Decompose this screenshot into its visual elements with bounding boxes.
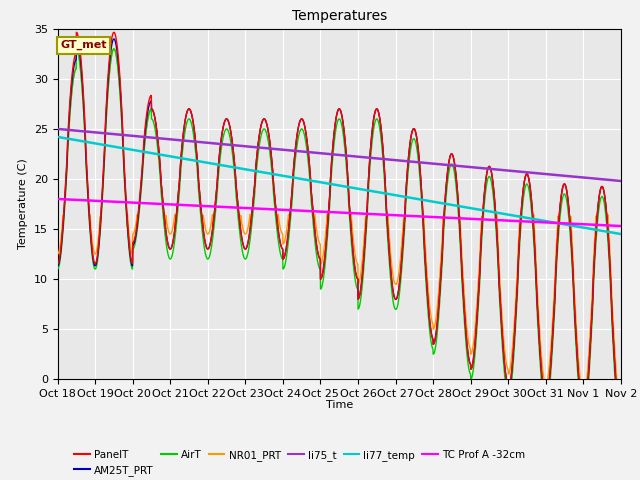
Y-axis label: Temperature (C): Temperature (C) bbox=[18, 158, 28, 250]
Text: GT_met: GT_met bbox=[60, 40, 107, 50]
Title: Temperatures: Temperatures bbox=[292, 10, 387, 24]
Legend: PanelT, AM25T_PRT, AirT, NR01_PRT, li75_t, li77_temp, TC Prof A -32cm: PanelT, AM25T_PRT, AirT, NR01_PRT, li75_… bbox=[70, 446, 529, 480]
X-axis label: Time: Time bbox=[326, 400, 353, 410]
